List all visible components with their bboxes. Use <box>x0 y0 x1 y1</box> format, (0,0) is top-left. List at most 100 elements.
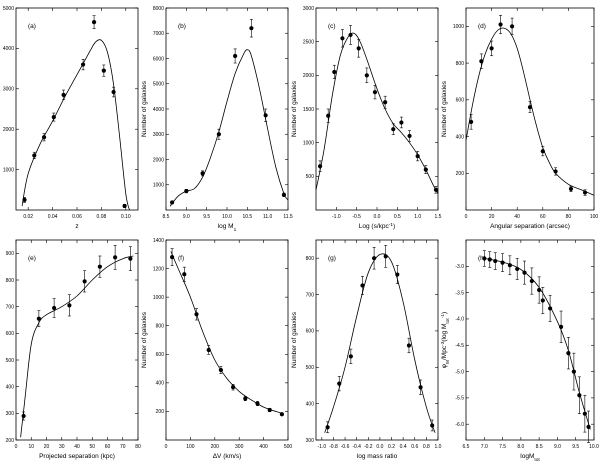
data-point <box>326 113 331 118</box>
data-point <box>364 73 369 78</box>
y-tick-label: 3000 <box>153 132 164 138</box>
x-tick-label: 0.08 <box>97 214 107 220</box>
data-point <box>406 343 412 348</box>
y-tick-label: 300 <box>6 411 15 417</box>
y-tick-label: 600 <box>456 98 465 104</box>
chart-panel-1: 0.02 0.04 0.06 0.08 0.10 1000 2000 3000 4000 5000… <box>3 6 139 230</box>
data-point <box>81 62 86 67</box>
x-tick-label: 0.10 <box>121 214 131 220</box>
x-tick-label: 0 <box>15 444 18 450</box>
data-point <box>249 26 254 31</box>
y-tick-label: 400 <box>156 381 165 387</box>
x-tick-label: 10.5 <box>242 214 252 220</box>
x-tick-label: 9.0 <box>554 444 561 450</box>
panel-label: (d) <box>478 23 486 30</box>
x-tick-label: 100 <box>186 444 195 450</box>
fit-curve <box>21 39 130 211</box>
y-axis-label: Number of galaxies <box>291 80 298 137</box>
data-point <box>332 69 337 75</box>
chart-panel-7: -1.0 -0.8 -0.6 -0.4 -0.2 0.0 0.2 0.4 0.6 0.8 1.0 30… <box>291 239 442 460</box>
panel-label: (a) <box>28 23 36 30</box>
data-point <box>537 287 542 293</box>
data-point <box>395 272 400 277</box>
y-tick-label: 600 <box>156 352 165 358</box>
x-tick-label: -0.2 <box>364 444 373 450</box>
x-tick-label: 8.5 <box>536 444 543 450</box>
fit-curve <box>315 32 439 194</box>
x-tick-label: 60 <box>540 214 546 220</box>
x-tick-label: 7.0 <box>481 444 488 450</box>
x-tick-label: 0.0 <box>376 444 383 450</box>
panel-label: (b) <box>178 23 186 30</box>
y-tick-label: 8000 <box>153 6 164 12</box>
fit-curve <box>20 255 134 438</box>
x-axis-label: Angular separation (arcsec) <box>490 223 570 230</box>
x-tick-label: 1.0 <box>435 444 442 450</box>
fit-curve <box>324 253 436 433</box>
x-tick-label: 10.0 <box>589 444 599 450</box>
data-point <box>487 257 492 262</box>
y-tick-label: 1200 <box>153 266 164 272</box>
y-tick-label: 700 <box>306 292 315 298</box>
y-tick-label: 5000 <box>153 82 164 88</box>
data-point <box>489 46 494 51</box>
panel-label: (g) <box>328 255 336 262</box>
data-point <box>32 153 37 158</box>
y-tick-label: 300 <box>306 438 315 444</box>
y-tick-label: 1000 <box>453 24 464 30</box>
x-tick-label: 9.5 <box>203 214 210 220</box>
data-point <box>548 306 553 311</box>
panel-label: (c) <box>328 23 336 30</box>
y-axis-label: φM/Mpc-3(log Mtot-1) <box>440 312 451 368</box>
x-tick-label: 500 <box>284 444 293 450</box>
data-point <box>101 68 106 73</box>
data-point <box>218 367 223 373</box>
data-point <box>356 46 361 51</box>
x-tick-label: 9.5 <box>572 444 579 450</box>
data-point <box>586 424 591 429</box>
x-tick-label: -0.4 <box>352 444 361 450</box>
data-point <box>216 132 221 137</box>
plot-frame <box>315 239 439 441</box>
data-point <box>415 154 420 159</box>
chart-panel-4: 0 20 40 60 80 100 200 400 600 800 1000 (d) Angular s… <box>441 7 598 230</box>
chart-panel-3: -1.0 -0.5 0.0 0.5 1.0 1.5 500 1000 1500 2000 2500 3… <box>291 6 442 230</box>
fit-curve <box>465 27 595 196</box>
x-tick-label: 0 <box>165 444 168 450</box>
data-point <box>182 272 187 277</box>
data-point <box>430 423 435 428</box>
fit-curve <box>170 251 284 414</box>
y-tick-label: 3000 <box>3 87 14 93</box>
chart-panel-5: 0 10 20 30 40 50 60 70 80 200 300 400 500 600 700 800 90… <box>6 239 141 460</box>
data-point <box>279 412 284 417</box>
data-point <box>568 186 574 191</box>
x-tick-label: -0.8 <box>329 444 338 450</box>
y-tick-label: 2500 <box>303 39 314 45</box>
data-point <box>194 312 199 317</box>
data-point <box>383 254 388 259</box>
data-point <box>348 32 353 38</box>
x-tick-label: 200 <box>211 444 220 450</box>
x-tick-label: -0.6 <box>341 444 350 450</box>
y-tick-label: 2000 <box>153 157 164 163</box>
y-tick-label: 2000 <box>3 127 14 133</box>
y-axis-label: Number of galaxies <box>441 80 448 137</box>
y-tick-label: 900 <box>6 251 15 257</box>
y-tick-label: 500 <box>6 358 15 364</box>
plot-frame <box>15 7 139 211</box>
x-tick-label: 9.0 <box>183 214 190 220</box>
data-point <box>529 278 534 284</box>
x-tick-label: 7.5 <box>499 444 506 450</box>
y-tick-label: 700 <box>6 304 15 310</box>
data-point <box>418 385 423 390</box>
x-axis-label: Log (s/kpc-1) <box>359 222 395 231</box>
data-point <box>500 260 505 265</box>
x-tick-label: 1.0 <box>414 214 421 220</box>
x-tick-label: 1.5 <box>435 214 442 220</box>
y-tick-label: 600 <box>306 329 315 335</box>
y-tick-label: 800 <box>456 61 465 67</box>
x-tick-label: 0.6 <box>411 444 418 450</box>
data-point <box>325 425 330 430</box>
data-point <box>97 264 102 269</box>
